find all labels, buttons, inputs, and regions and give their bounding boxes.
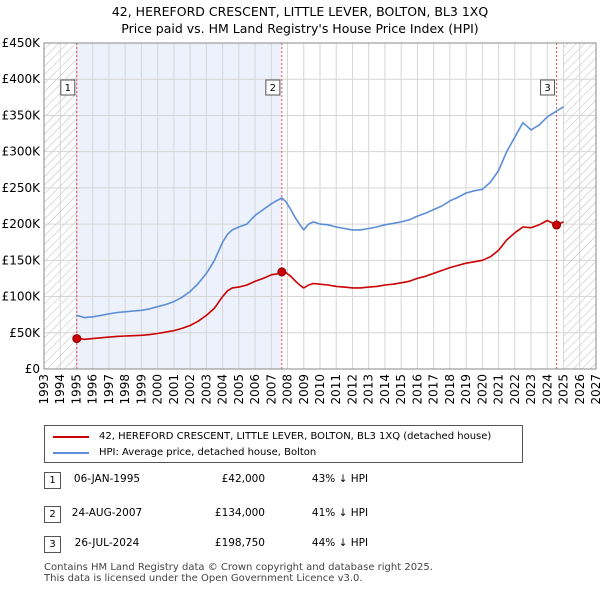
shaded-ownership-region [76,43,282,369]
x-tick-label: 2004 [216,374,230,405]
y-tick-label: £250K [2,181,42,195]
sale-price: £42,000 [221,473,265,485]
sale-date: 24-AUG-2007 [71,507,143,519]
sale-marker-label: 3 [44,536,61,553]
x-tick-label: 2002 [183,374,197,405]
x-tick-label: 2023 [524,374,538,405]
y-tick-label: £300K [2,145,42,159]
sale-hpi-diff: 41% ↓ HPI [311,507,369,519]
x-tick-label: 2022 [508,374,522,405]
sale-row: 3 26-JUL-2024 £198,750 44% ↓ HPI [0,534,600,554]
sale-box [540,79,556,96]
chart-legend: 42, HEREFORD CRESCENT, LITTLE LEVER, BOL… [44,425,523,463]
x-tick-label: 2019 [459,374,473,405]
x-tick-label: 1996 [86,374,100,405]
x-tick-label: 2013 [362,374,376,405]
footer-attribution: Contains HM Land Registry data © Crown c… [44,562,433,584]
sale-marker-label: 2 [44,506,61,523]
x-tick-label: 2005 [232,374,246,405]
y-tick-label: £150K [2,253,42,267]
x-tick-label: 2010 [313,374,327,405]
x-tick-label: 2024 [540,374,554,405]
legend-item-property: 42, HEREFORD CRESCENT, LITTLE LEVER, BOL… [53,430,513,444]
x-tick-label: 2017 [427,374,441,405]
x-tick-label: 1993 [37,374,51,405]
price-chart: 1 2 3 £0 £50K £100K £150K £200K £250K £300K £350K… [2,36,600,405]
y-tick-label: £200K [2,217,42,231]
y-tick-label: £400K [2,72,42,86]
sale-box-label: 3 [544,83,550,94]
y-tick-label: £50K [9,326,41,340]
x-tick-label: 2018 [443,374,457,405]
sale-marker-label: 1 [44,472,61,489]
x-tick-label: 1995 [69,374,83,405]
sale-box-label: 2 [270,83,276,94]
x-tick-label: 1994 [53,374,67,405]
x-tick-label: 2012 [345,374,359,405]
sale-box [60,79,76,96]
title-line-2: Price paid vs. HM Land Registry's House … [121,21,479,36]
x-tick-label: 2014 [378,374,392,405]
x-tick-label: 2007 [264,374,278,405]
y-tick-label: £350K [2,108,42,122]
y-tick-label: £100K [2,290,42,304]
sale-price: £134,000 [214,507,265,519]
sale-box [265,79,281,96]
plot-border [43,42,597,370]
x-tick-label: 2027 [589,374,600,405]
sale-point [277,267,287,277]
chart-title: 42, HEREFORD CRESCENT, LITTLE LEVER, BOL… [0,3,600,37]
hpi-line [76,106,564,319]
x-tick-label: 2003 [199,374,213,405]
x-tick-label: 2000 [151,374,165,405]
price-paid-line [76,219,564,341]
x-tick-label: 2021 [492,374,506,405]
footer-line-1: Contains HM Land Registry data © Crown c… [44,562,433,573]
x-tick-label: 2009 [297,374,311,405]
x-tick-label: 2026 [573,374,587,405]
title-line-1: 42, HEREFORD CRESCENT, LITTLE LEVER, BOL… [111,4,489,19]
legend-item-hpi: HPI: Average price, detached house, Bolt… [53,446,513,460]
sale-row: 1 06-JAN-1995 £42,000 43% ↓ HPI [0,470,600,490]
x-tick-label: 1998 [118,374,132,405]
x-tick-label: 2006 [248,374,262,405]
sale-price: £198,750 [214,537,265,549]
legend-label-property: 42, HEREFORD CRESCENT, LITTLE LEVER, BOL… [99,431,492,442]
x-tick-label: 1999 [134,374,148,405]
x-tick-label: 2001 [167,374,181,405]
sale-box-label: 1 [65,83,71,94]
sale-date: 26-JUL-2024 [74,537,140,549]
sale-row: 2 24-AUG-2007 £134,000 41% ↓ HPI [0,504,600,524]
legend-swatch-hpi [53,452,89,454]
x-tick-label: 2008 [281,374,295,405]
legend-label-hpi: HPI: Average price, detached house, Bolt… [99,447,317,458]
x-tick-label: 2016 [410,374,424,405]
sale-hpi-diff: 43% ↓ HPI [311,473,369,485]
sale-point [72,334,82,344]
sale-date: 06-JAN-1995 [73,473,141,485]
legend-swatch-property [53,436,89,438]
y-tick-label: £0 [25,362,40,376]
x-tick-label: 2011 [329,374,343,405]
sale-hpi-diff: 44% ↓ HPI [311,537,369,549]
x-tick-label: 2015 [394,374,408,405]
x-tick-label: 2025 [557,374,571,405]
x-tick-label: 1997 [102,374,116,405]
y-tick-label: £450K [2,36,42,50]
x-tick-label: 2020 [475,374,489,405]
sale-point [552,220,562,230]
footer-line-2: This data is licensed under the Open Gov… [44,573,363,584]
